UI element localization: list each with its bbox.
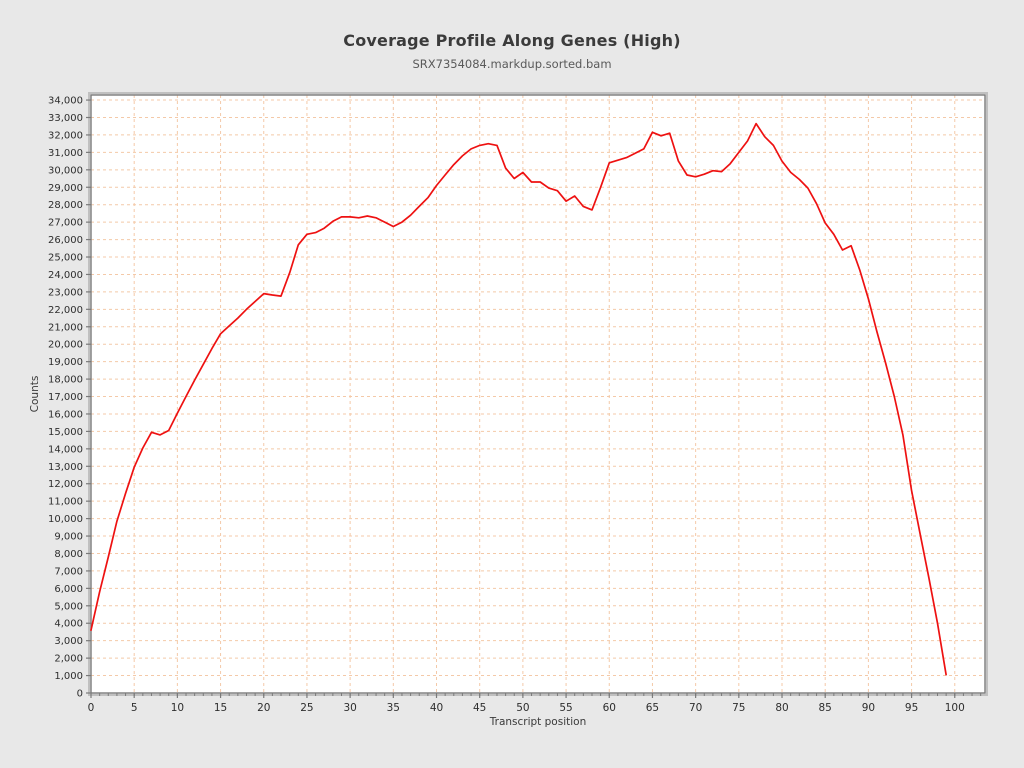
plot-area [91,95,985,693]
chart-title: Coverage Profile Along Genes (High) [343,31,681,50]
y-tick-label: 27,000 [48,218,83,229]
y-tick-label: 2,000 [54,654,83,665]
y-tick-label: 31,000 [48,148,83,159]
y-tick-label: 14,000 [48,444,83,455]
y-tick-label: 33,000 [48,113,83,124]
y-tick-label: 8,000 [54,549,83,560]
x-tick-label: 5 [131,702,138,714]
y-tick-label: 19,000 [48,357,83,368]
y-tick-label: 15,000 [48,427,83,438]
x-tick-label: 95 [905,702,918,714]
y-tick-label: 11,000 [48,497,83,508]
chart-subtitle: SRX7354084.markdup.sorted.bam [412,57,612,71]
y-tick-label: 30,000 [48,165,83,176]
x-tick-label: 35 [387,702,400,714]
y-tick-label: 3,000 [54,636,83,647]
y-tick-label: 29,000 [48,183,83,194]
plot-frame-highlight [88,92,988,696]
x-tick-label: 20 [257,702,270,714]
x-tick-label: 60 [603,702,616,714]
x-tick-label: 50 [516,702,529,714]
x-tick-label: 0 [88,702,95,714]
y-tick-label: 26,000 [48,235,83,246]
x-tick-label: 15 [214,702,227,714]
y-tick-label: 12,000 [48,479,83,490]
y-tick-label: 0 [77,689,83,700]
x-tick-label: 80 [775,702,788,714]
x-axis-label: Transcript position [489,716,586,728]
y-tick-label: 9,000 [54,532,83,543]
y-tick-label: 17,000 [48,392,83,403]
y-tick-label: 34,000 [48,96,83,107]
y-axis-label: Counts [29,376,41,413]
x-tick-label: 75 [732,702,745,714]
x-tick-label: 70 [689,702,702,714]
x-tick-label: 25 [300,702,313,714]
x-tick-label: 65 [646,702,659,714]
y-tick-label: 21,000 [48,322,83,333]
y-tick-label: 4,000 [54,619,83,630]
y-tick-label: 10,000 [48,514,83,525]
y-tick-label: 13,000 [48,462,83,473]
coverage-line [90,122,947,676]
y-tick-label: 6,000 [54,584,83,595]
x-tick-label: 30 [343,702,356,714]
y-tick-label: 7,000 [54,566,83,577]
x-tick-label: 45 [473,702,486,714]
y-tick-label: 32,000 [48,130,83,141]
x-tick-label: 100 [945,702,965,714]
x-tick-label: 40 [430,702,443,714]
x-tick-label: 10 [171,702,184,714]
y-tick-label: 16,000 [48,409,83,420]
x-tick-label: 90 [862,702,875,714]
y-tick-label: 18,000 [48,375,83,386]
x-tick-label: 55 [559,702,572,714]
plot-frame [90,94,986,694]
y-tick-label: 22,000 [48,305,83,316]
y-tick-label: 20,000 [48,340,83,351]
y-tick-label: 25,000 [48,253,83,264]
y-tick-label: 28,000 [48,200,83,211]
y-tick-label: 5,000 [54,601,83,612]
y-tick-label: 24,000 [48,270,83,281]
y-tick-label: 23,000 [48,287,83,298]
x-tick-label: 85 [819,702,832,714]
y-tick-label: 1,000 [54,671,83,682]
